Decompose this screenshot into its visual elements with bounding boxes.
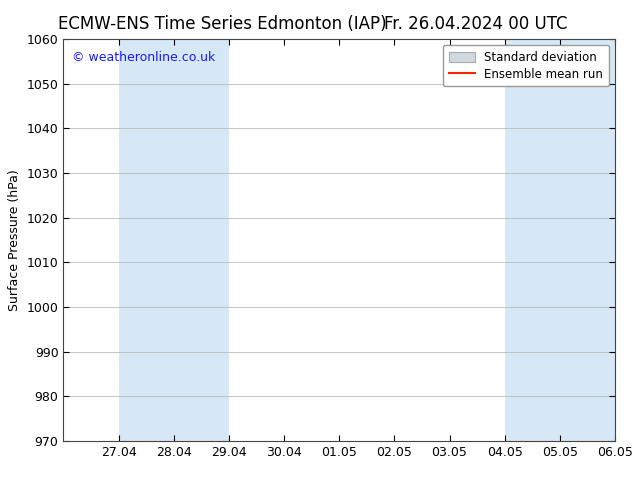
Text: Fr. 26.04.2024 00 UTC: Fr. 26.04.2024 00 UTC (384, 15, 567, 33)
Text: © weatheronline.co.uk: © weatheronline.co.uk (72, 51, 215, 64)
Legend: Standard deviation, Ensemble mean run: Standard deviation, Ensemble mean run (443, 45, 609, 86)
Text: ECMW-ENS Time Series Edmonton (IAP): ECMW-ENS Time Series Edmonton (IAP) (58, 15, 386, 33)
Bar (119, 39, 229, 441)
Y-axis label: Surface Pressure (hPa): Surface Pressure (hPa) (8, 169, 21, 311)
Bar (505, 39, 615, 441)
